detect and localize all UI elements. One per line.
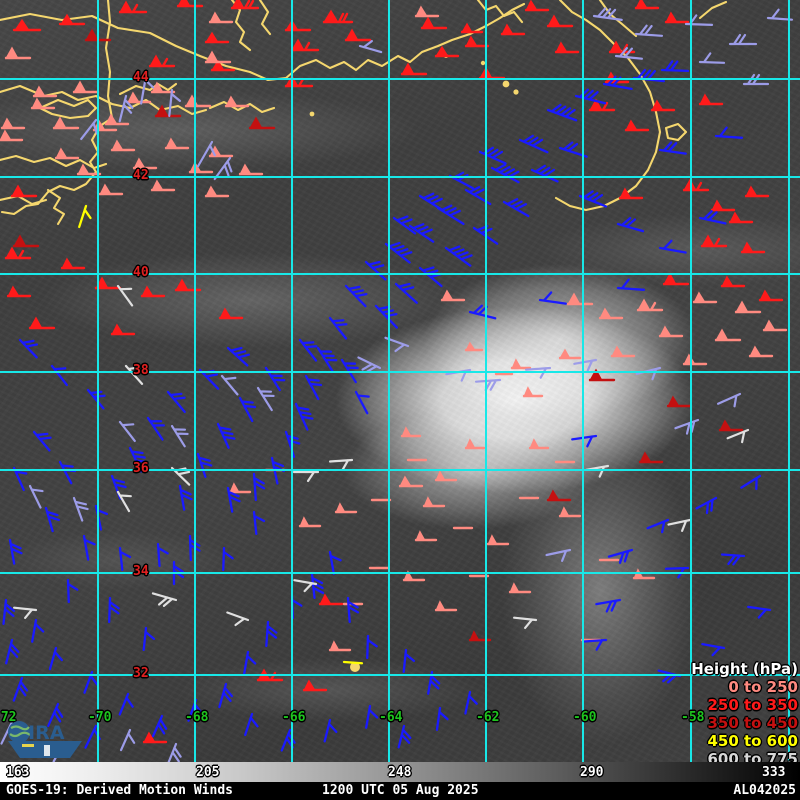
gridline-lon--66 — [291, 0, 293, 762]
image-texture-overlay — [0, 0, 800, 762]
lon-label--58: -58 — [681, 710, 705, 725]
svg-text:IRA: IRA — [28, 722, 65, 744]
lat-label-34: 34 — [133, 564, 149, 579]
legend-entry-0-250: 0 to 250 — [728, 678, 798, 696]
legend-entry-350-450: 350 to 450 — [707, 714, 798, 732]
gridline-lon--68 — [194, 0, 196, 762]
lat-label-36: 36 — [133, 461, 149, 476]
legend-title: Height (hPa) — [691, 660, 798, 678]
lon-label--64: -64 — [379, 710, 403, 725]
gridline-lat-40 — [0, 273, 800, 275]
storm-identifier: AL042025 — [733, 783, 796, 798]
lon-label--60: -60 — [573, 710, 597, 725]
gridline-lat-42 — [0, 176, 800, 178]
gridline-lat-38 — [0, 371, 800, 373]
colorbar-tick-205: 205 — [196, 765, 220, 780]
lon-label--66: -66 — [282, 710, 306, 725]
gridline-lat-32 — [0, 674, 800, 676]
legend-entry-250-350: 250 to 350 — [707, 696, 798, 714]
lat-label-38: 38 — [133, 363, 149, 378]
gridline-lon--62 — [485, 0, 487, 762]
colorbar-tick-248: 248 — [388, 765, 412, 780]
gridline-lat-36 — [0, 469, 800, 471]
lon-label--70: -70 — [88, 710, 112, 725]
product-title: GOES-19: Derived Motion Winds — [6, 783, 233, 798]
gridline-lon--56 — [788, 0, 790, 762]
lat-label-44: 44 — [133, 70, 149, 85]
lat-label-42: 42 — [133, 168, 149, 183]
gridline-lat-44 — [0, 78, 800, 80]
colorbar-tick-163: 163 — [6, 765, 30, 780]
satellite-image-panel: 44 42 40 38 36 34 32 -72 -70 -68 -66 -64… — [0, 0, 800, 762]
legend-entry-450-600: 450 to 600 — [707, 732, 798, 750]
legend-entry-600-775: 600 to 775 — [707, 750, 798, 762]
lat-label-32: 32 — [133, 666, 149, 681]
colorbar-tick-290: 290 — [580, 765, 604, 780]
product-timestamp: 1200 UTC 05 Aug 2025 — [322, 783, 479, 798]
gridline-lon--64 — [388, 0, 390, 762]
cira-logo: IRA — [8, 721, 82, 758]
gridline-lon--60 — [582, 0, 584, 762]
lon-label--72: -72 — [0, 710, 17, 725]
lat-label-40: 40 — [133, 265, 149, 280]
gridline-lon--58 — [690, 0, 692, 762]
gridline-lon--70 — [97, 0, 99, 762]
gridline-lat-34 — [0, 572, 800, 574]
height-legend: Height (hPa) 0 to 250 250 to 350 350 to … — [691, 660, 798, 762]
colorbar-tick-333: 333 — [762, 765, 786, 780]
lon-label--62: -62 — [476, 710, 500, 725]
footer-bar: GOES-19: Derived Motion Winds 1200 UTC 0… — [0, 782, 800, 800]
lon-label--68: -68 — [185, 710, 209, 725]
brightness-temperature-colorbar: 163 205 248 290 333 — [0, 762, 800, 782]
